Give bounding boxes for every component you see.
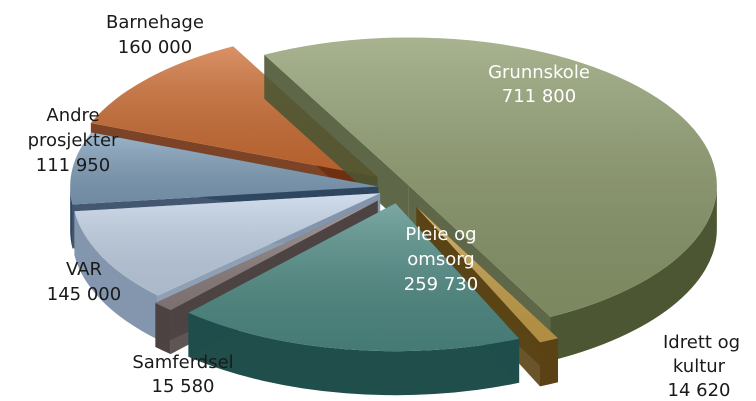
slice-side [550, 185, 717, 361]
slice-label-idrett-og-kultur: Idrett og kultur 14 620 [663, 332, 740, 401]
slice-label-pleie-og-omsorg: Pleie og omsorg 259 730 [404, 224, 478, 295]
slice-value: 111 950 [36, 155, 110, 176]
slice-name-line2: omsorg [407, 249, 474, 270]
slice-label-andre-prosjekter: Andre prosjekter 111 950 [28, 105, 119, 176]
slice-name: Samferdsel [132, 352, 233, 373]
slice-value: 14 620 [668, 380, 731, 401]
slice-name-line2: kultur [673, 356, 726, 377]
slice-label-barnehage: Barnehage 160 000 [106, 12, 204, 58]
slice-top-shade [188, 203, 520, 352]
slice-name: Grunnskole [488, 62, 590, 83]
slice-label-samferdsel: Samferdsel 15 580 [132, 352, 233, 397]
slice-name-line1: Andre [46, 105, 99, 126]
slice-name-line1: Idrett og [663, 332, 740, 353]
slice-name-line1: Pleie og [405, 224, 476, 245]
slice-value: 145 000 [47, 284, 121, 305]
slice-label-grunnskole: Grunnskole 711 800 [488, 62, 590, 107]
slice-top-shade [90, 46, 378, 178]
slice-label-var: VAR 145 000 [47, 259, 121, 305]
slice-name: VAR [66, 259, 102, 280]
slice-side [74, 211, 158, 340]
slice-side [188, 312, 520, 396]
slice-top-shade [74, 193, 381, 296]
slice-top-shade [155, 200, 378, 311]
slice-name: Barnehage [106, 12, 204, 33]
slice-side [70, 186, 73, 249]
slice-value: 160 000 [118, 37, 192, 58]
slice-pleie-og-omsorg [188, 203, 520, 396]
slice-top-shade [416, 206, 558, 343]
slice-top-shade [70, 132, 379, 205]
slice-name-line2: prosjekter [28, 130, 119, 151]
slice-value: 711 800 [502, 86, 576, 107]
slice-value: 259 730 [404, 274, 478, 295]
slice-top-shade [264, 37, 717, 317]
slice-value: 15 580 [152, 376, 215, 397]
